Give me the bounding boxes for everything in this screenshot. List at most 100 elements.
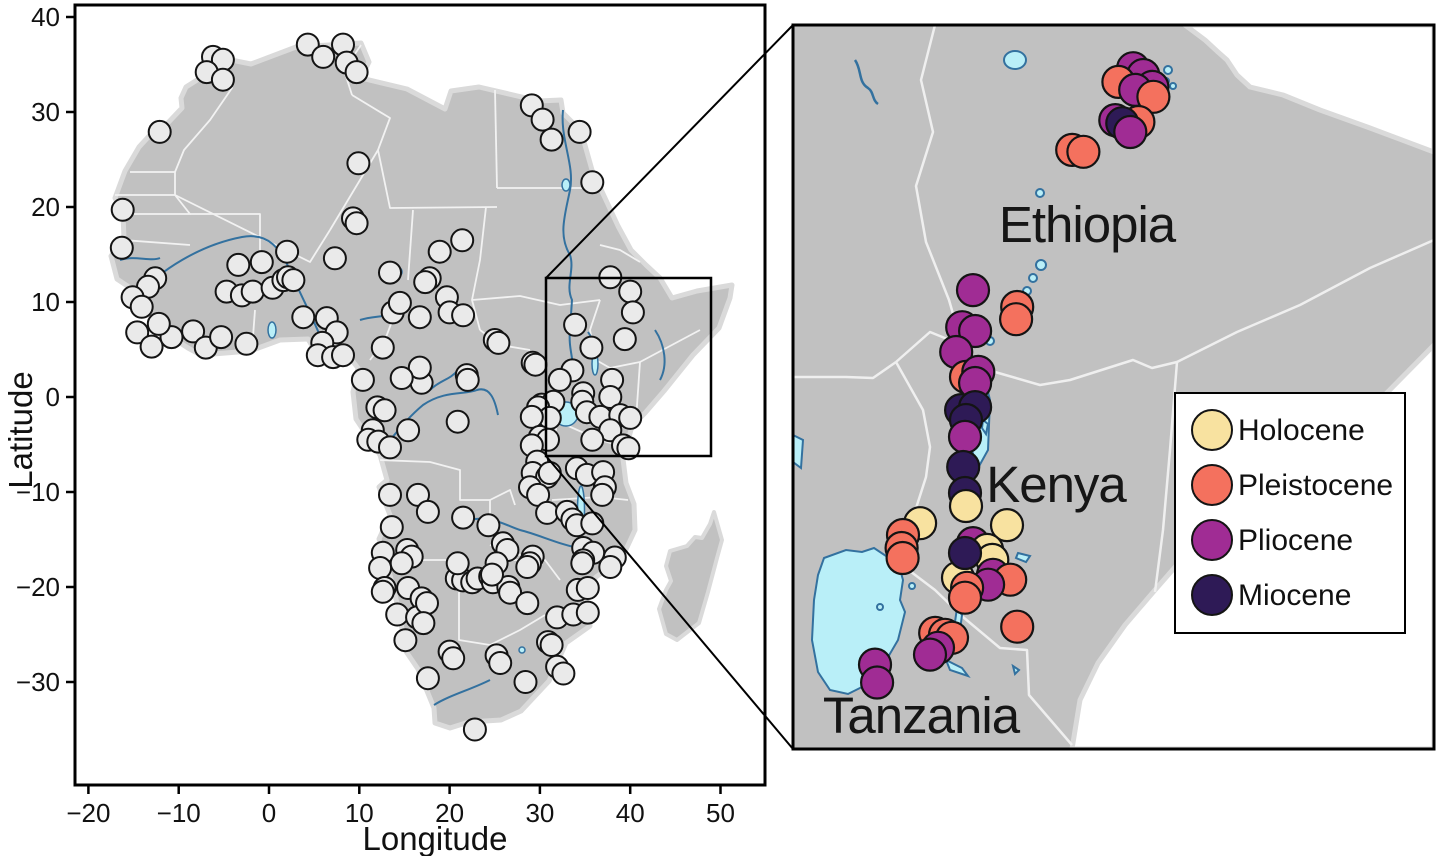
site-point xyxy=(488,651,513,675)
site-points-layer xyxy=(109,32,645,742)
site-point xyxy=(498,580,523,605)
x-tick-label: −20 xyxy=(66,798,110,828)
site-point xyxy=(379,515,404,540)
plot-frame xyxy=(73,3,767,787)
site-point xyxy=(535,500,560,525)
legend-item: Holocene xyxy=(1191,409,1365,451)
site-point xyxy=(407,355,432,380)
legend-label: Pliocene xyxy=(1238,524,1353,557)
site-point xyxy=(372,398,397,423)
fossil-site-point-holocene xyxy=(948,488,984,524)
site-point xyxy=(415,499,440,524)
site-point xyxy=(551,661,576,686)
site-point xyxy=(480,562,504,587)
site-point xyxy=(547,367,572,392)
site-point xyxy=(455,367,480,392)
site-point xyxy=(344,211,369,236)
fossil-site-point-pliocene xyxy=(1113,114,1148,150)
site-point xyxy=(209,325,234,350)
site-point xyxy=(146,311,171,336)
site-point xyxy=(618,279,643,304)
site-point xyxy=(407,305,432,330)
site-point xyxy=(451,303,476,328)
site-point xyxy=(226,252,251,277)
site-point xyxy=(411,611,436,636)
fossil-site-point-pleistocene xyxy=(947,580,983,615)
y-tick-label: 20 xyxy=(31,192,60,222)
x-tick-label: 20 xyxy=(435,798,464,828)
y-tick-label: −30 xyxy=(16,667,60,697)
legend-label: Pleistocene xyxy=(1238,469,1393,502)
y-tick-label: −20 xyxy=(16,572,60,602)
site-point xyxy=(580,427,605,452)
east-africa-inset-panel: Ethiopia Kenya Tanzania Holocene Pleistocen… xyxy=(791,23,1436,751)
site-point xyxy=(523,352,548,377)
site-point xyxy=(441,646,466,671)
site-point xyxy=(515,591,540,616)
site-point xyxy=(427,239,452,264)
site-point xyxy=(612,327,637,352)
site-point xyxy=(563,312,588,337)
site-point xyxy=(567,119,592,144)
site-point xyxy=(570,551,595,576)
site-point xyxy=(387,290,412,315)
site-point xyxy=(598,555,623,579)
site-point xyxy=(389,366,414,390)
country-label-kenya: Kenya xyxy=(986,456,1127,513)
site-point xyxy=(539,633,564,657)
site-point xyxy=(322,246,347,271)
site-point xyxy=(620,300,645,325)
fossil-site-point-pliocene xyxy=(912,637,948,672)
x-axis: −20 −10 0 10 20 30 40 50 xyxy=(66,785,735,828)
site-point xyxy=(210,67,235,92)
site-point xyxy=(368,556,393,580)
site-point xyxy=(291,305,316,330)
site-point xyxy=(590,482,615,507)
connector-line-bottom xyxy=(545,455,794,750)
site-point xyxy=(346,151,371,176)
site-point xyxy=(462,717,487,742)
site-point xyxy=(370,335,395,360)
legend-item: Miocene xyxy=(1191,574,1351,616)
site-point xyxy=(575,600,600,625)
legend-swatch-pliocene xyxy=(1191,519,1233,561)
site-point xyxy=(110,197,135,222)
site-point xyxy=(331,343,355,368)
site-point xyxy=(281,268,306,293)
x-tick-label: 30 xyxy=(525,798,554,828)
site-point xyxy=(580,170,605,195)
site-point xyxy=(275,239,300,264)
site-point xyxy=(445,551,470,576)
x-tick-label: 50 xyxy=(706,798,735,828)
y-axis: 40 30 20 10 0 −10 −20 −30 xyxy=(16,2,75,697)
fossil-site-points-layer xyxy=(857,51,1171,700)
site-point xyxy=(295,32,320,57)
site-point xyxy=(519,404,544,429)
y-axis-title: Latitude xyxy=(2,371,39,488)
legend-label: Holocene xyxy=(1238,414,1365,447)
site-point xyxy=(344,60,369,85)
site-point xyxy=(125,320,150,345)
site-point xyxy=(537,461,562,485)
site-point xyxy=(385,602,410,627)
overview-map-panel: −20 −10 0 10 20 30 40 50 40 30 20 10 0 −10 −20 −30 Lon… xyxy=(2,2,767,856)
fossil-site-point-holocene xyxy=(989,507,1025,543)
site-point xyxy=(476,513,501,538)
site-point xyxy=(396,418,421,443)
site-point xyxy=(389,551,414,576)
zoom-region-box xyxy=(544,276,713,458)
fossil-site-point-pleistocene xyxy=(1066,134,1101,169)
site-point xyxy=(598,385,623,409)
x-axis-title: Longitude xyxy=(363,820,508,856)
inset-country-labels: Ethiopia Kenya Tanzania xyxy=(823,196,1178,744)
inset-country-borders xyxy=(793,25,1434,746)
y-tick-label: 10 xyxy=(31,287,60,317)
y-tick-label: −10 xyxy=(16,477,60,507)
site-point xyxy=(513,670,538,694)
site-point xyxy=(575,576,600,600)
x-tick-label: −10 xyxy=(157,798,201,828)
x-tick-label: 0 xyxy=(262,798,276,828)
legend-swatch-holocene xyxy=(1191,409,1233,451)
x-tick-label: 10 xyxy=(345,798,374,828)
